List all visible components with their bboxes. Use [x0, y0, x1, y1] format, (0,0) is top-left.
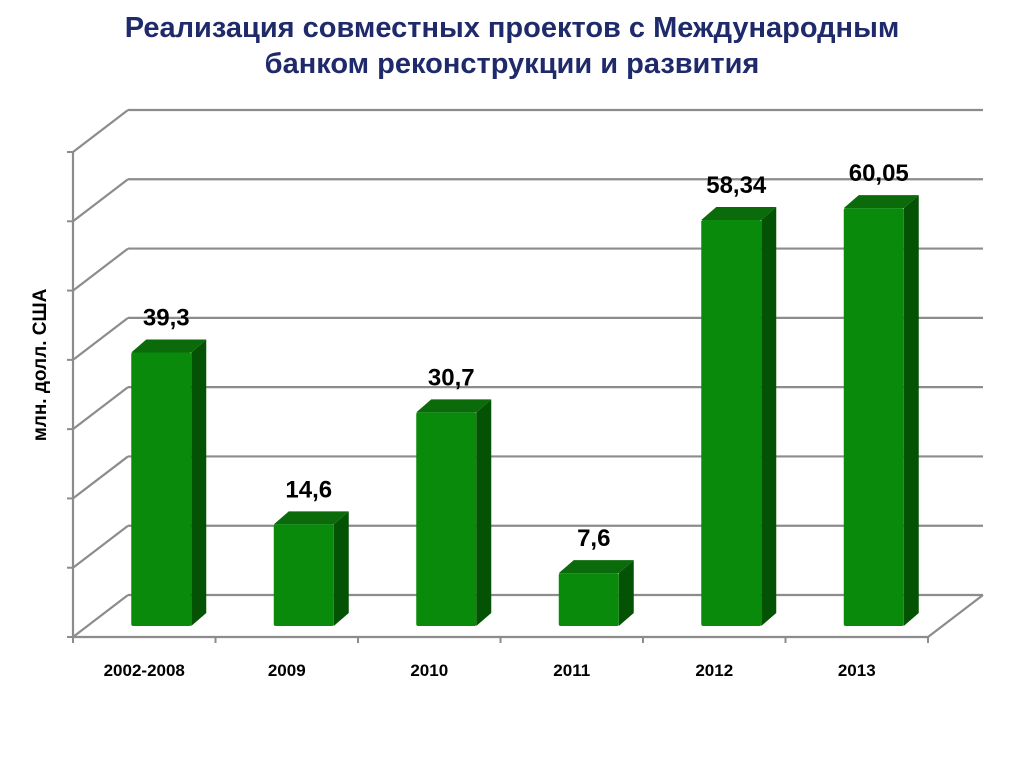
x-tick-label: 2012 — [695, 661, 733, 680]
bar-top — [558, 560, 634, 574]
grid-diagonal — [72, 524, 129, 569]
x-tick-label: 2011 — [553, 661, 590, 680]
grid-diagonal — [72, 178, 129, 223]
bar-top — [843, 195, 919, 209]
chart-title-line-1: Реализация совместных проектов с Междуна… — [124, 12, 900, 44]
bar-top — [131, 339, 207, 353]
chart-title-line-2: банком реконструкции и развития — [264, 48, 760, 80]
chart-title: Реализация совместных проектов с Междуна… — [0, 10, 1024, 82]
bar — [558, 573, 619, 626]
grid-diagonal — [72, 316, 129, 361]
bar-top — [416, 399, 492, 413]
data-label: 58,34 — [706, 172, 767, 199]
data-label: 30,7 — [428, 364, 475, 391]
bar-side — [761, 207, 777, 626]
bar-top — [273, 511, 349, 525]
data-label: 60,05 — [849, 160, 909, 187]
grid-diagonal — [72, 109, 129, 153]
bar — [131, 352, 192, 626]
bar-side — [903, 195, 919, 626]
x-tick-label: 2002-2008 — [104, 661, 185, 680]
bar — [843, 208, 904, 626]
x-tick-label: 2009 — [268, 661, 306, 680]
bar-side — [476, 399, 492, 626]
data-label: 39,3 — [143, 305, 190, 332]
bar-side — [333, 511, 349, 626]
bar-side — [618, 560, 634, 626]
floor-right-edge — [927, 594, 984, 638]
bar-side — [191, 339, 207, 626]
grid-diagonal — [72, 455, 129, 500]
bar — [416, 412, 477, 626]
x-tick-label: 2013 — [838, 661, 876, 680]
grid-diagonal — [72, 386, 129, 431]
bar — [273, 524, 334, 626]
data-label: 7,6 — [577, 525, 610, 552]
bar — [701, 220, 762, 626]
x-tick-label: 2010 — [410, 661, 448, 680]
bar-top — [701, 207, 777, 220]
data-label: 14,6 — [285, 476, 332, 503]
grid-diagonal — [72, 594, 129, 638]
grid-diagonal — [72, 247, 129, 292]
